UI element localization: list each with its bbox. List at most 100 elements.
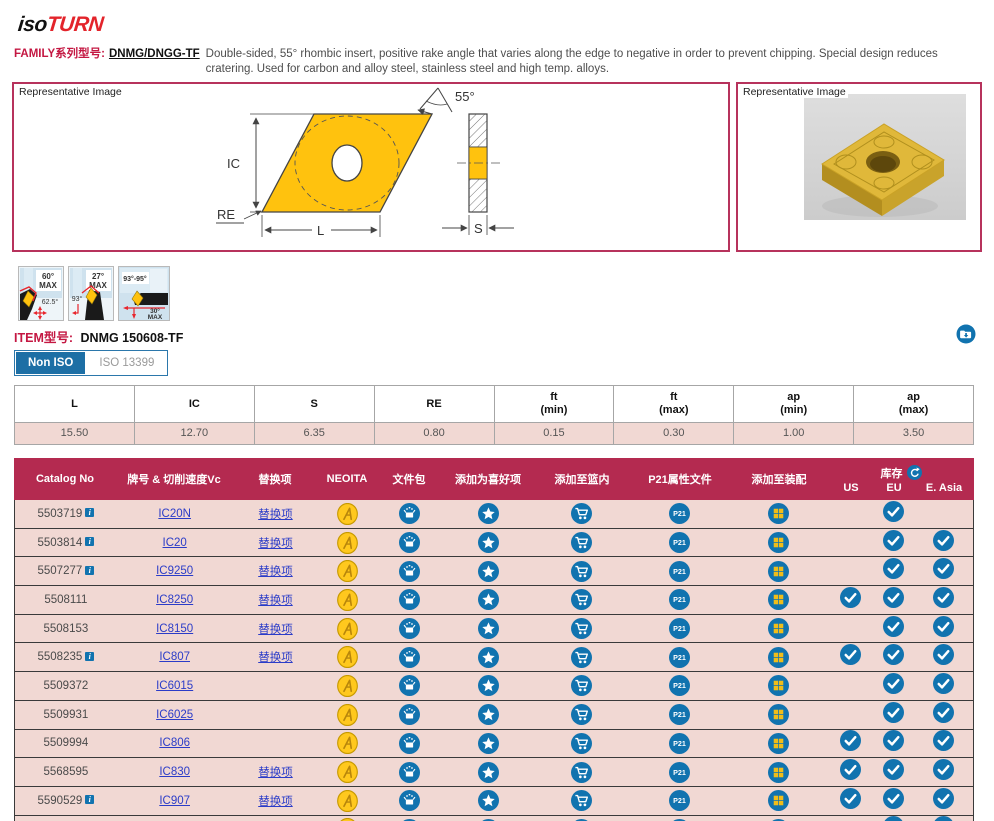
add-to-basket-cart-icon[interactable] — [571, 618, 593, 640]
grade-link[interactable]: IC20N — [158, 507, 191, 520]
file-package-icon[interactable] — [398, 704, 420, 726]
add-to-assembly-icon[interactable] — [767, 646, 789, 668]
tab-non-iso[interactable]: Non ISO — [16, 352, 86, 374]
grade-link[interactable]: IC9250 — [156, 565, 194, 578]
replace-link[interactable]: 替换项 — [258, 566, 293, 579]
add-favorite-star-icon[interactable] — [477, 503, 499, 525]
add-to-assembly-icon[interactable] — [767, 560, 789, 582]
add-to-basket-cart-icon[interactable] — [571, 646, 593, 668]
p21-file-icon[interactable]: P21 — [669, 761, 691, 783]
file-package-icon[interactable] — [398, 646, 420, 668]
grade-link[interactable]: IC20 — [162, 536, 187, 549]
grade-link[interactable]: IC807 — [159, 651, 190, 664]
p21-file-icon[interactable]: P21 — [669, 503, 691, 525]
add-to-basket-cart-icon[interactable] — [571, 732, 593, 754]
p21-file-icon[interactable]: P21 — [669, 646, 691, 668]
download-folder-icon[interactable] — [956, 324, 976, 344]
add-to-assembly-icon[interactable] — [767, 761, 789, 783]
replace-link[interactable]: 替换项 — [258, 652, 293, 665]
grade-link[interactable]: IC830 — [159, 766, 190, 779]
add-to-assembly-icon[interactable] — [767, 704, 789, 726]
add-favorite-star-icon[interactable] — [477, 732, 499, 754]
add-favorite-star-icon[interactable] — [478, 818, 499, 821]
add-to-assembly-icon[interactable] — [767, 618, 789, 640]
replace-link[interactable]: 替换项 — [258, 795, 293, 808]
neoita-advisor-icon[interactable] — [336, 789, 358, 812]
add-to-assembly-icon[interactable] — [767, 503, 789, 525]
add-to-basket-cart-icon[interactable] — [571, 560, 593, 582]
grade-link[interactable]: IC8150 — [156, 622, 194, 635]
neoita-advisor-icon[interactable] — [336, 674, 358, 697]
add-to-basket-cart-icon[interactable] — [571, 704, 593, 726]
file-package-icon[interactable] — [398, 532, 420, 554]
file-package-icon[interactable] — [398, 503, 420, 525]
info-icon[interactable]: i — [85, 565, 95, 575]
p21-file-icon[interactable]: P21 — [669, 675, 691, 697]
add-favorite-star-icon[interactable] — [477, 761, 499, 783]
neoita-advisor-icon[interactable] — [336, 617, 358, 640]
file-package-icon[interactable] — [398, 790, 420, 812]
replace-link[interactable]: 替换项 — [258, 767, 293, 780]
add-favorite-star-icon[interactable] — [477, 790, 499, 812]
info-icon[interactable]: i — [85, 508, 95, 518]
grade-link[interactable]: IC6015 — [156, 679, 194, 692]
add-to-basket-cart-icon[interactable] — [571, 503, 593, 525]
neoita-advisor-icon[interactable] — [336, 761, 358, 784]
replace-link[interactable]: 替换项 — [258, 508, 293, 521]
add-favorite-star-icon[interactable] — [477, 532, 499, 554]
neoita-advisor-icon[interactable] — [336, 646, 358, 669]
family-code-link[interactable]: DNMG/DNGG-TF — [108, 48, 200, 60]
neoita-advisor-icon[interactable] — [337, 818, 358, 821]
add-to-assembly-icon[interactable] — [767, 589, 789, 611]
grade-link[interactable]: IC806 — [159, 737, 190, 750]
neoita-advisor-icon[interactable] — [336, 502, 358, 525]
file-package-icon[interactable] — [398, 675, 420, 697]
add-to-basket-cart-icon[interactable] — [571, 761, 593, 783]
p21-file-icon[interactable]: P21 — [669, 790, 691, 812]
add-to-assembly-icon[interactable] — [767, 675, 789, 697]
info-icon[interactable]: i — [85, 537, 95, 547]
p21-file-icon[interactable]: P21 — [669, 818, 690, 821]
file-package-icon[interactable] — [398, 589, 420, 611]
replace-link[interactable]: 替换项 — [258, 623, 293, 636]
file-package-icon[interactable] — [399, 818, 420, 821]
add-to-assembly-icon[interactable] — [767, 532, 789, 554]
add-to-assembly-icon[interactable] — [767, 732, 789, 754]
add-to-assembly-icon[interactable] — [768, 818, 789, 821]
p21-file-icon[interactable]: P21 — [669, 532, 691, 554]
add-to-basket-cart-icon[interactable] — [571, 589, 593, 611]
info-icon[interactable]: i — [85, 651, 95, 661]
refresh-icon[interactable] — [906, 465, 922, 480]
info-icon[interactable]: i — [85, 795, 95, 805]
p21-file-icon[interactable]: P21 — [669, 560, 691, 582]
neoita-advisor-icon[interactable] — [336, 732, 358, 755]
neoita-advisor-icon[interactable] — [336, 588, 358, 611]
neoita-advisor-icon[interactable] — [336, 703, 358, 726]
p21-file-icon[interactable]: P21 — [669, 704, 691, 726]
add-favorite-star-icon[interactable] — [477, 560, 499, 582]
add-to-assembly-icon[interactable] — [767, 790, 789, 812]
add-to-basket-cart-icon[interactable] — [571, 675, 593, 697]
p21-file-icon[interactable]: P21 — [669, 618, 691, 640]
grade-link[interactable]: IC907 — [159, 794, 190, 807]
tab-iso-13399[interactable]: ISO 13399 — [99, 357, 155, 369]
file-package-icon[interactable] — [398, 618, 420, 640]
p21-file-icon[interactable]: P21 — [669, 732, 691, 754]
replace-link[interactable]: 替换项 — [258, 537, 293, 550]
add-favorite-star-icon[interactable] — [477, 646, 499, 668]
add-to-basket-cart-icon[interactable] — [571, 532, 593, 554]
p21-file-icon[interactable]: P21 — [669, 589, 691, 611]
add-to-basket-cart-icon[interactable] — [571, 790, 593, 812]
file-package-icon[interactable] — [398, 761, 420, 783]
add-favorite-star-icon[interactable] — [477, 675, 499, 697]
file-package-icon[interactable] — [398, 732, 420, 754]
file-package-icon[interactable] — [398, 560, 420, 582]
add-favorite-star-icon[interactable] — [477, 589, 499, 611]
grade-link[interactable]: IC6025 — [156, 708, 194, 721]
replace-link[interactable]: 替换项 — [258, 594, 293, 607]
add-to-basket-cart-icon[interactable] — [571, 818, 592, 821]
neoita-advisor-icon[interactable] — [336, 560, 358, 583]
add-favorite-star-icon[interactable] — [477, 704, 499, 726]
neoita-advisor-icon[interactable] — [336, 531, 358, 554]
grade-link[interactable]: IC8250 — [156, 593, 194, 606]
